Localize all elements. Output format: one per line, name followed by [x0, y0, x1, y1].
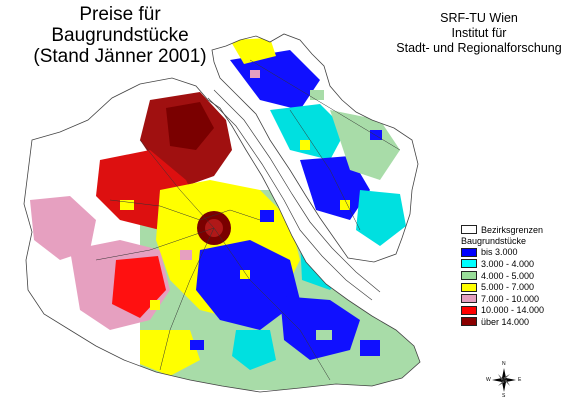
- legend-class-entry: 4.000 - 5.000: [461, 270, 571, 282]
- legend-class-entry: 10.000 - 14.000: [461, 305, 571, 317]
- institution-line-3: Stadt- und Regionalforschung: [396, 41, 562, 55]
- map-title-line-3: (Stand Jänner 2001): [33, 46, 207, 67]
- compass-rose: [492, 368, 516, 392]
- legend-class-label: 4.000 - 5.000: [481, 270, 535, 281]
- legend-swatch: [461, 294, 477, 304]
- legend-swatch: [461, 282, 477, 292]
- legend-class-entry: 5.000 - 7.000: [461, 281, 571, 293]
- legend-boundary-label: Bezirksgrenzen: [481, 224, 544, 235]
- map-legend: Bezirksgrenzen Baugrundstücke bis 3.000 …: [461, 224, 571, 328]
- legend-class-entry: über 14.000: [461, 316, 571, 328]
- legend-class-label: über 14.000: [481, 316, 530, 327]
- legend-class-list: bis 3.000 3.000 - 4.000 4.000 - 5.000 5.…: [461, 247, 571, 328]
- legend-heading: Baugrundstücke: [461, 235, 527, 246]
- legend-class-label: bis 3.000: [481, 247, 518, 258]
- compass-east-label: E: [518, 377, 522, 383]
- map-title-line-1: Preise für: [79, 4, 161, 25]
- institution-line-2: Institut für: [451, 26, 507, 40]
- legend-swatch: [461, 317, 477, 327]
- legend-swatch: [461, 259, 477, 269]
- compass-south-label: S: [502, 393, 506, 399]
- legend-class-label: 3.000 - 4.000: [481, 258, 535, 269]
- legend-swatch: [461, 247, 477, 257]
- compass-north-label: N: [502, 361, 506, 367]
- legend-class-label: 5.000 - 7.000: [481, 282, 535, 293]
- legend-swatch: [461, 271, 477, 281]
- legend-class-entry: 7.000 - 10.000: [461, 293, 571, 305]
- legend-boundary-entry: Bezirksgrenzen: [461, 224, 571, 236]
- legend-class-label: 7.000 - 10.000: [481, 293, 540, 304]
- legend-swatch: [461, 305, 477, 315]
- compass-west-label: W: [486, 377, 491, 383]
- legend-class-entry: bis 3.000: [461, 247, 571, 259]
- legend-boundary-swatch: [461, 225, 477, 235]
- map-title-line-2: Baugrundstücke: [51, 25, 189, 46]
- institution-line-1: SRF-TU Wien: [440, 11, 518, 25]
- legend-class-entry: 3.000 - 4.000: [461, 258, 571, 270]
- legend-class-label: 10.000 - 14.000: [481, 305, 545, 316]
